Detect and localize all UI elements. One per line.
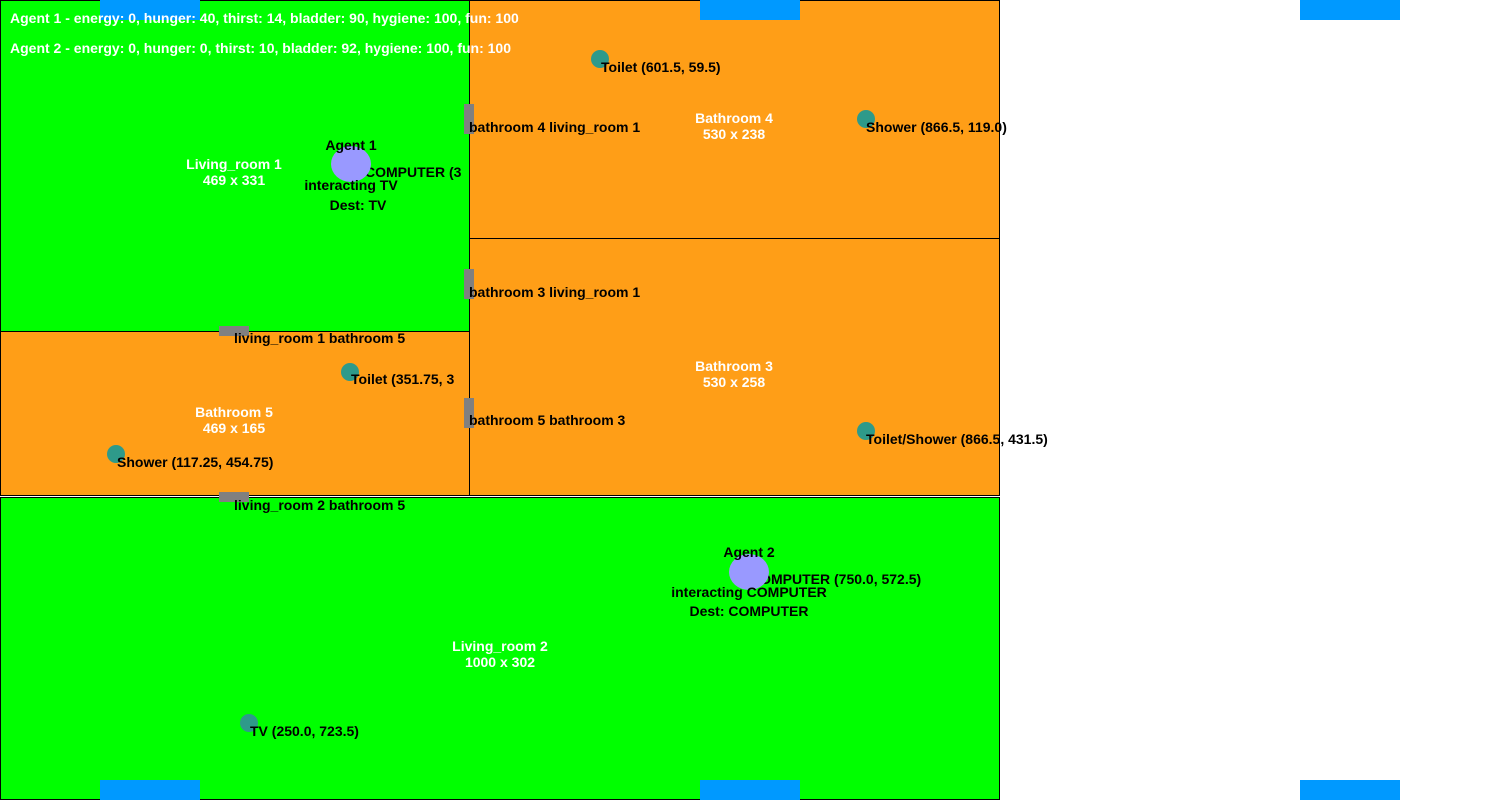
door-bathroom4-livingroom1[interactable] xyxy=(464,104,474,134)
room-bathroom-3 xyxy=(469,238,1000,496)
door-livingroom2-bathroom5[interactable] xyxy=(219,492,249,502)
room-size: 1000 x 302 xyxy=(464,654,536,670)
object-label-shower-b5: Shower (117.25, 454.75) xyxy=(117,454,274,470)
agent-1-avatar[interactable] xyxy=(331,146,371,182)
room-living-room-1 xyxy=(0,0,470,332)
agent-2-dest: Dest: COMPUTER xyxy=(689,603,809,619)
agent-2-avatar[interactable] xyxy=(729,554,769,590)
room-size: 530 x 238 xyxy=(702,126,766,142)
window xyxy=(700,780,800,800)
shower-icon[interactable] xyxy=(857,110,875,128)
window xyxy=(100,780,200,800)
room-bathroom-5 xyxy=(0,331,470,496)
door-livingroom1-bathroom5[interactable] xyxy=(219,326,249,336)
room-living-room-2 xyxy=(0,497,1000,800)
room-size: 469 x 165 xyxy=(202,420,266,436)
room-label-living-room-2: Living_room 2 1000 x 302 xyxy=(452,638,548,670)
door-label-b4-lr1: bathroom 4 living_room 1 xyxy=(469,119,641,135)
object-label-lr1-overlap: COMPUTER (3 xyxy=(365,164,462,180)
room-name: Bathroom 4 xyxy=(695,110,773,126)
room-name: Living_room 2 xyxy=(452,638,548,654)
agent-2-status: interacting COMPUTER xyxy=(671,584,827,600)
room-name: Bathroom 5 xyxy=(195,404,273,420)
tv-icon[interactable] xyxy=(240,714,258,732)
door-label-lr2-b5: living_room 2 bathroom 5 xyxy=(234,497,406,513)
window xyxy=(700,0,800,20)
room-label-bathroom-4: Bathroom 4 530 x 238 xyxy=(695,110,773,142)
object-label-computer-lr2: COMPUTER (750.0, 572.5) xyxy=(750,571,922,587)
room-name: Bathroom 3 xyxy=(695,358,773,374)
room-label-bathroom-5: Bathroom 5 469 x 165 xyxy=(195,404,273,436)
agent-2-name: Agent 2 xyxy=(723,544,775,560)
object-label-b3-overlap: Toilet/Shower (866.5, 431.5) xyxy=(866,431,1048,447)
agent-1-dest: Dest: TV xyxy=(329,197,387,213)
shower-icon[interactable] xyxy=(107,445,125,463)
agent-1-name: Agent 1 xyxy=(325,137,377,153)
agent-1-status: interacting TV xyxy=(304,177,398,193)
room-size: 469 x 331 xyxy=(202,172,266,188)
hud-agent-2-stats: Agent 2 - energy: 0, hunger: 0, thirst: … xyxy=(10,40,512,56)
door-label-lr1-b5: living_room 1 bathroom 5 xyxy=(234,330,406,346)
door-bathroom3-livingroom1[interactable] xyxy=(464,269,474,299)
object-label-toilet-b4: Toilet (601.5, 59.5) xyxy=(601,59,721,75)
room-size: 530 x 258 xyxy=(702,374,766,390)
room-bathroom-4 xyxy=(469,0,1000,239)
window xyxy=(1300,0,1400,20)
window xyxy=(100,0,200,20)
door-bathroom5-bathroom3[interactable] xyxy=(464,398,474,428)
toilet-icon[interactable] xyxy=(591,50,609,68)
shower-icon[interactable] xyxy=(857,422,875,440)
window xyxy=(1300,780,1400,800)
toilet-icon[interactable] xyxy=(341,363,359,381)
room-label-living-room-1: Living_room 1 469 x 331 xyxy=(186,156,282,188)
room-label-bathroom-3: Bathroom 3 530 x 258 xyxy=(695,358,773,390)
hud-agent-1-stats: Agent 1 - energy: 0, hunger: 40, thirst:… xyxy=(10,10,519,26)
door-label-b3-lr1: bathroom 3 living_room 1 xyxy=(469,284,641,300)
object-label-tv: TV (250.0, 723.5) xyxy=(250,723,359,739)
object-label-shower-b4: Shower (866.5, 119.0) xyxy=(866,119,1007,135)
room-name: Living_room 1 xyxy=(186,156,282,172)
door-label-b5-b3: bathroom 5 bathroom 3 xyxy=(469,412,626,428)
object-label-toilet-b5: Toilet (351.75, 3 xyxy=(351,371,455,387)
